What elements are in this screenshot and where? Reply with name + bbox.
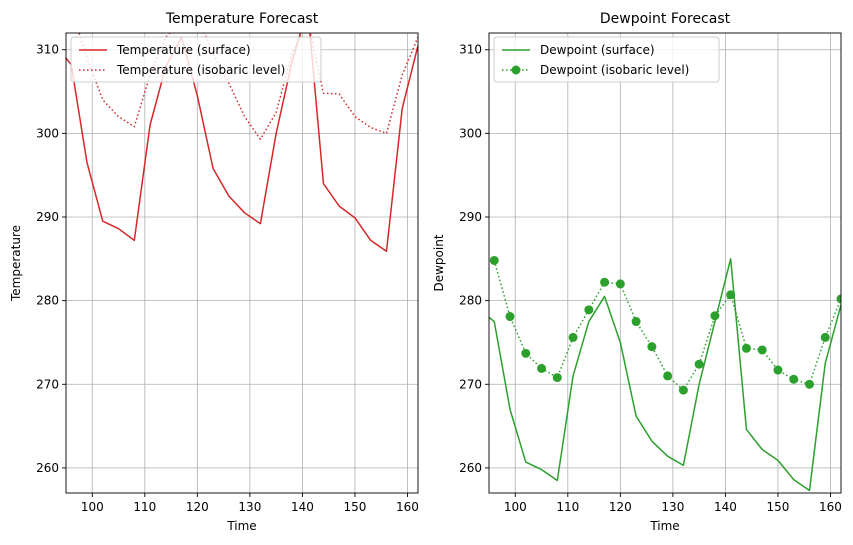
chart1-xtick-label-160: 160 — [396, 500, 419, 514]
chart2-point-dewpoint-isobaric-level-14 — [710, 311, 720, 321]
chart1-ytick-label-300: 300 — [36, 126, 59, 140]
chart2-x-axis-label: Time — [649, 519, 679, 533]
chart1-ytick-label-280: 280 — [36, 294, 59, 308]
chart2-point-dewpoint-isobaric-level-16 — [741, 343, 751, 353]
chart1-xtick-label-110: 110 — [133, 500, 156, 514]
chart2-xtick-label-110: 110 — [556, 500, 579, 514]
chart2-legend-box — [493, 36, 720, 83]
chart2-line-dewpoint-surface — [489, 258, 841, 492]
chart2-point-dewpoint-isobaric-level-21 — [820, 332, 830, 342]
chart2-point-dewpoint-isobaric-level-20 — [804, 379, 814, 389]
chart2-legend-marker-dewpoint-isobaric-level — [511, 65, 521, 75]
chart2-point-dewpoint-isobaric-level-1 — [505, 312, 515, 322]
chart2-legend: Dewpoint (surface) Dewpoint (isobaric lev… — [493, 36, 720, 83]
chart2-point-dewpoint-isobaric-level-2 — [521, 348, 531, 358]
chart1-ytick-label-260: 260 — [36, 461, 59, 475]
chart2-xtick-label-150: 150 — [767, 500, 790, 514]
chart1-xtick-label-100: 100 — [81, 500, 104, 514]
chart1-line-temperature-surface — [66, 33, 418, 253]
chart2-point-dewpoint-isobaric-level-3 — [537, 363, 547, 373]
chart1-panel: 100 110 120 130 140 150 160 260 270 280 290 300 310 T… — [9, 11, 419, 533]
chart1-axes-frame — [65, 32, 419, 494]
chart2-xtick-label-140: 140 — [714, 500, 737, 514]
chart2-point-dewpoint-isobaric-level-12 — [678, 385, 688, 395]
chart2-series-dewpoint-surface — [489, 258, 841, 492]
chart2-point-dewpoint-isobaric-level-15 — [726, 290, 736, 300]
chart2-series-dewpoint-isobaric-level — [489, 255, 841, 395]
chart2-point-dewpoint-isobaric-level-9 — [631, 317, 641, 327]
chart2-legend-label-dewpoint-isobaric-level: Dewpoint (isobaric level) — [540, 63, 689, 77]
chart2-point-dewpoint-isobaric-level-6 — [584, 305, 594, 315]
chart2-xtick-label-160: 160 — [819, 500, 842, 514]
chart2-point-dewpoint-isobaric-level-13 — [694, 359, 704, 369]
chart1-xtick-label-150: 150 — [344, 500, 367, 514]
chart2-ytick-label-280: 280 — [459, 294, 482, 308]
chart2-point-dewpoint-isobaric-level-8 — [615, 279, 625, 289]
chart1-ytick-label-310: 310 — [36, 43, 59, 57]
chart2-point-dewpoint-isobaric-level-11 — [663, 371, 673, 381]
chart2-point-dewpoint-isobaric-level-10 — [647, 342, 657, 352]
chart1-legend-box — [70, 36, 322, 83]
chart2-xtick-label-100: 100 — [504, 500, 527, 514]
chart2-y-axis-label: Dewpoint — [432, 234, 446, 291]
chart2-ytick-label-260: 260 — [459, 461, 482, 475]
chart1-ytick-label-270: 270 — [36, 377, 59, 391]
chart2-axes-frame — [488, 32, 842, 494]
chart2-title: Dewpoint Forecast — [600, 11, 731, 27]
chart2-point-dewpoint-isobaric-level-5 — [568, 332, 578, 342]
chart1-title: Temperature Forecast — [165, 11, 319, 27]
chart1-ytick-label-290: 290 — [36, 210, 59, 224]
chart2-point-dewpoint-isobaric-level-19 — [789, 374, 799, 384]
chart1-legend-label-temperature-isobaric-level: Temperature (isobaric level) — [116, 63, 285, 77]
chart2-ytick-label-300: 300 — [459, 126, 482, 140]
chart2-point-dewpoint-isobaric-level-17 — [757, 345, 767, 355]
chart2-ytick-label-270: 270 — [459, 377, 482, 391]
chart2-panel: 100 110 120 130 140 150 160 260 270 280 290 300 310 D… — [432, 11, 842, 533]
chart2-legend-label-dewpoint-surface: Dewpoint (surface) — [540, 43, 655, 57]
chart2-point-dewpoint-isobaric-level-0 — [489, 255, 499, 265]
chart1-legend: Temperature (surface) Temperature (isobar… — [70, 36, 322, 83]
chart1-xtick-label-120: 120 — [186, 500, 209, 514]
chart1-xtick-label-130: 130 — [238, 500, 261, 514]
chart1-xtick-label-140: 140 — [291, 500, 314, 514]
chart1-y-axis-label: Temperature — [9, 225, 23, 302]
chart2-point-dewpoint-isobaric-level-18 — [773, 365, 783, 375]
chart1-series-temperature-surface — [66, 33, 418, 253]
chart2-xtick-label-130: 130 — [661, 500, 684, 514]
chart1-legend-label-temperature-surface: Temperature (surface) — [116, 43, 251, 57]
chart1-x-axis-label: Time — [226, 519, 256, 533]
chart2-point-dewpoint-isobaric-level-7 — [600, 277, 610, 287]
chart2-ytick-label-310: 310 — [459, 43, 482, 57]
chart2-xtick-label-120: 120 — [609, 500, 632, 514]
chart2-line-dewpoint-isobaric-level — [493, 260, 841, 391]
chart2-point-dewpoint-isobaric-level-22 — [836, 294, 841, 304]
chart2-point-dewpoint-isobaric-level-4 — [552, 373, 562, 383]
chart2-ytick-label-290: 290 — [459, 210, 482, 224]
